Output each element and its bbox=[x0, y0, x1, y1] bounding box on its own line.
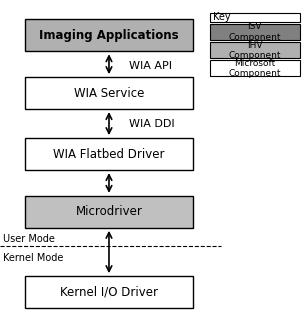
Text: Key: Key bbox=[213, 12, 230, 22]
Text: Kernel I/O Driver: Kernel I/O Driver bbox=[60, 286, 158, 299]
Text: WIA Service: WIA Service bbox=[74, 87, 144, 100]
Text: IHV
Component: IHV Component bbox=[228, 41, 281, 60]
Text: WIA Flatbed Driver: WIA Flatbed Driver bbox=[53, 148, 165, 160]
FancyBboxPatch shape bbox=[25, 138, 193, 170]
Text: Kernel Mode: Kernel Mode bbox=[3, 253, 64, 264]
FancyBboxPatch shape bbox=[25, 276, 193, 308]
Text: WIA API: WIA API bbox=[129, 61, 172, 71]
FancyBboxPatch shape bbox=[25, 19, 193, 51]
FancyBboxPatch shape bbox=[210, 13, 300, 22]
FancyBboxPatch shape bbox=[210, 24, 300, 40]
Text: User Mode: User Mode bbox=[3, 234, 55, 244]
FancyBboxPatch shape bbox=[25, 77, 193, 109]
Text: WIA DDI: WIA DDI bbox=[129, 118, 175, 129]
Text: Imaging Applications: Imaging Applications bbox=[39, 29, 179, 42]
FancyBboxPatch shape bbox=[210, 42, 300, 58]
Text: ISV
Component: ISV Component bbox=[228, 22, 281, 42]
FancyBboxPatch shape bbox=[210, 60, 300, 76]
FancyBboxPatch shape bbox=[25, 196, 193, 228]
Text: Microdriver: Microdriver bbox=[76, 205, 142, 218]
Text: Microsoft
Component: Microsoft Component bbox=[228, 59, 281, 78]
